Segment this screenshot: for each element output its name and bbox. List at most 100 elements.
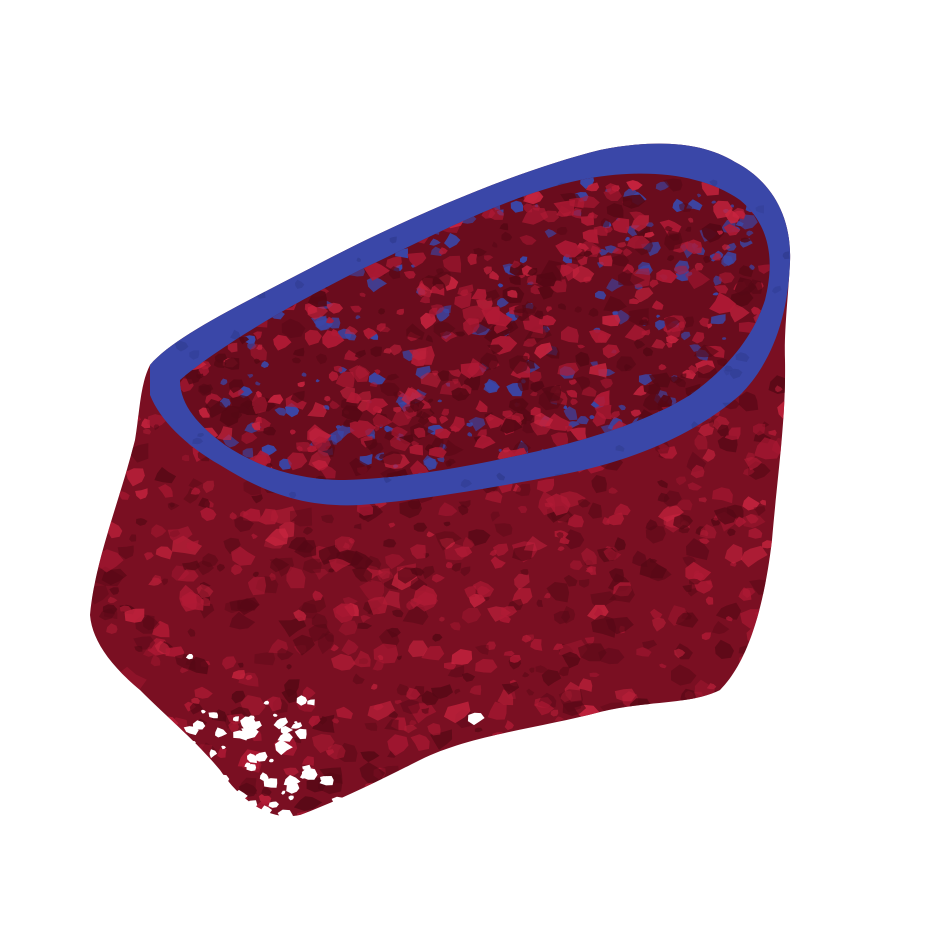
side-speckle <box>311 613 328 629</box>
trabecular-gap <box>576 416 589 425</box>
side-speckle <box>682 784 690 793</box>
side-speckle <box>376 570 394 584</box>
side-speckle <box>95 371 113 391</box>
trabecular-strut <box>266 272 286 284</box>
trabecular-strut <box>481 289 500 302</box>
trabecular-strut <box>193 183 209 192</box>
side-speckle <box>564 752 576 761</box>
trabecular-strut <box>391 426 408 439</box>
trabecular-strut <box>238 405 251 415</box>
side-speckle <box>293 609 307 622</box>
side-speckle <box>475 658 498 673</box>
trabecular-strut <box>701 223 725 243</box>
trabecular-strut <box>633 339 646 349</box>
side-speckle <box>187 628 196 637</box>
edge-void <box>217 774 230 784</box>
trabecular-gap <box>274 407 287 416</box>
shell-speckle <box>189 350 200 360</box>
trabecular-strut <box>385 256 402 270</box>
edge-void <box>199 757 209 765</box>
trabecular-strut <box>530 381 545 393</box>
side-speckle <box>90 814 98 817</box>
side-speckle <box>562 651 581 669</box>
trabecular-strut <box>241 432 258 445</box>
trabecular-gap <box>437 399 443 403</box>
trabecular-strut <box>377 225 384 232</box>
edge-void <box>242 800 258 809</box>
side-speckle <box>385 553 405 570</box>
trabecular-gap <box>366 276 387 293</box>
trabecular-strut <box>624 364 633 372</box>
edge-void <box>195 806 206 818</box>
side-speckle <box>607 803 619 812</box>
shell-speckle <box>723 369 730 376</box>
trabecular-strut <box>319 214 342 229</box>
side-speckle <box>745 452 755 462</box>
side-speckle <box>536 478 555 493</box>
side-speckle <box>775 385 783 393</box>
side-speckle <box>102 500 115 509</box>
trabecular-strut <box>431 271 451 291</box>
trabecular-strut <box>649 279 659 288</box>
side-speckle <box>301 756 314 766</box>
side-speckle <box>396 683 411 696</box>
side-speckle <box>577 643 607 662</box>
trabecular-strut <box>719 272 735 284</box>
trabecular-strut <box>393 391 402 398</box>
side-speckle <box>624 708 634 716</box>
trabecular-gap <box>589 415 595 420</box>
trabecular-gap <box>415 365 431 380</box>
side-speckle <box>165 809 172 815</box>
side-speckle <box>359 579 385 603</box>
side-speckle <box>503 650 515 657</box>
edge-void <box>281 790 286 795</box>
side-speckle <box>469 685 482 696</box>
side-speckle <box>673 514 693 530</box>
trabecular-strut <box>345 391 362 404</box>
trabecular-strut <box>253 190 271 207</box>
trabecular-strut <box>255 390 262 398</box>
side-speckle <box>426 531 435 538</box>
shell-speckle <box>197 433 205 438</box>
side-speckle <box>90 474 95 483</box>
trabecular-strut <box>555 240 583 258</box>
trabecular-gap <box>208 313 214 319</box>
trabecular-strut <box>341 405 363 422</box>
trabecular-strut <box>571 208 582 219</box>
side-speckle <box>688 588 698 597</box>
side-speckle <box>231 546 256 566</box>
side-speckle <box>545 752 571 768</box>
trabecular-strut <box>489 270 499 281</box>
side-speckle <box>655 720 680 740</box>
trabecular-strut <box>741 237 752 243</box>
trabecular-strut <box>239 275 249 282</box>
trabecular-strut <box>626 180 643 191</box>
side-speckle <box>589 672 600 677</box>
trabecular-strut <box>185 197 205 214</box>
trabecular-strut <box>442 255 462 273</box>
trabecular-gap <box>183 310 194 320</box>
side-speckle <box>557 546 565 552</box>
side-speckle <box>608 745 624 757</box>
side-speckle <box>471 761 480 769</box>
side-speckle <box>278 616 307 638</box>
side-speckle <box>727 528 736 537</box>
trabecular-strut <box>315 405 326 414</box>
side-speckle <box>102 604 118 614</box>
shell-speckle <box>228 170 241 179</box>
side-speckle <box>90 421 103 434</box>
side-speckle <box>449 622 461 631</box>
trabecular-gap <box>378 178 399 191</box>
side-speckle <box>328 568 335 573</box>
trabecular-strut <box>414 427 426 438</box>
trabecular-strut <box>349 420 376 439</box>
trabecular-gap <box>206 245 221 257</box>
side-speckle <box>740 545 768 568</box>
side-speckle <box>714 639 734 659</box>
trabecular-strut <box>345 217 351 223</box>
trabecular-strut <box>291 357 302 364</box>
trabecular-strut <box>411 347 427 361</box>
edge-void <box>268 801 279 808</box>
side-speckle <box>257 508 279 525</box>
side-speckle <box>249 816 273 817</box>
